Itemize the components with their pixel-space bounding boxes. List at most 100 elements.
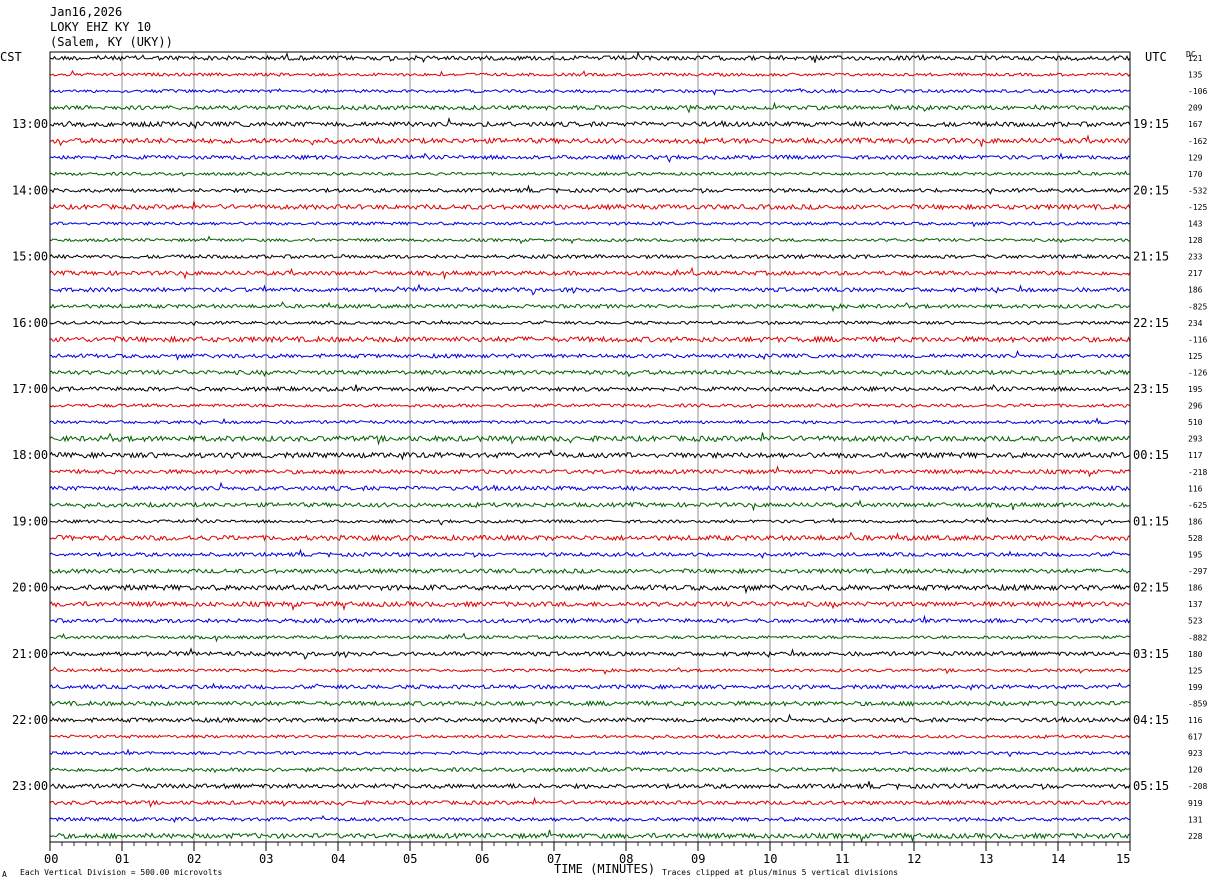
trace-line [49,481,1131,492]
dc-offset-label: -882 [1188,633,1207,642]
dc-offset-label: 116 [1188,484,1203,493]
dc-offset-label: -625 [1188,501,1207,510]
trace-line [49,614,1131,624]
trace-line [49,829,1131,843]
trace-line [49,69,1131,77]
header-station: LOKY EHZ KY 10 [50,20,151,34]
dc-offset-label: 170 [1188,170,1203,179]
left-hour-label: 13:00 [12,117,48,131]
trace-line [49,51,1131,63]
dc-offset-label: 143 [1188,220,1203,229]
right-hour-label: 20:15 [1133,183,1169,197]
trace-line [49,699,1131,707]
trace-line [49,499,1131,512]
left-hour-label: 19:00 [12,514,48,528]
header-date: Jan16,2026 [50,5,122,19]
trace-line [49,87,1131,96]
trace-line [49,600,1131,612]
trace-line [49,335,1131,344]
x-tick-label: 04 [331,852,345,866]
dc-offset-label: 228 [1188,832,1203,841]
trace-line [49,733,1131,741]
trace-line [49,235,1131,245]
x-tick-label: 02 [187,852,201,866]
trace-line [49,465,1131,478]
dc-offset-label: 180 [1188,650,1203,659]
left-timezone-label: CST [0,50,22,64]
x-tick-label: 07 [547,852,561,866]
dc-offset-label: 195 [1188,551,1203,560]
x-tick-label: 15 [1116,852,1130,866]
dc-offset-label: -106 [1188,87,1207,96]
left-hour-label: 18:00 [12,448,48,462]
trace-line [49,796,1131,808]
trace-line [49,449,1131,461]
dc-offset-label: 919 [1188,799,1203,808]
dc-offset-label: 120 [1188,766,1203,775]
dc-offset-label: -825 [1188,302,1207,311]
trace-line [49,632,1131,643]
x-tick-label: 05 [403,852,417,866]
dc-offset-label: 128 [1188,236,1203,245]
dc-offset-label: 131 [1188,815,1203,824]
grid-lines [121,52,1059,842]
dc-offset-label: 528 [1188,534,1203,543]
right-hour-label: 23:15 [1133,382,1169,396]
trace-line [49,349,1131,361]
dc-offset-label: -859 [1188,699,1207,708]
clip-note: Traces clipped at plus/minus 5 vertical … [662,868,898,877]
dc-offset-label: 125 [1188,666,1203,675]
header-location: (Salem, KY (UKY)) [50,35,173,49]
dc-offset-label: -116 [1188,335,1207,344]
trace-line [49,432,1131,446]
dc-offset-label: 125 [1188,352,1203,361]
left-hour-labels: 13:00 14:00 15:00 16:00 17:00 18:00 19:00 20:00… [12,117,48,793]
trace-line [49,766,1131,774]
dc-offset-label: 137 [1188,600,1203,609]
dc-offset-label: 923 [1188,749,1203,758]
x-tick-label: 03 [259,852,273,866]
dc-offset-label: -218 [1188,468,1207,477]
scale-note: Each Vertical Division = 500.00 microvol… [20,868,222,877]
trace-line [49,152,1131,164]
left-hour-label: 21:00 [12,647,48,661]
trace-line [49,169,1131,177]
dc-offset-label: 296 [1188,402,1203,411]
dc-offset-label: 199 [1188,683,1203,692]
x-axis-title: TIME (MINUTES) [554,862,655,876]
plot-border [49,51,1131,843]
trace-line [49,221,1131,228]
dc-offset-label: 195 [1188,385,1203,394]
trace-line [49,583,1131,595]
dc-offset-label: 116 [1188,716,1203,725]
trace-line [49,319,1131,327]
trace-line [49,184,1131,195]
right-hour-label: 04:15 [1133,713,1169,727]
right-hour-label: 19:15 [1133,117,1169,131]
dc-offset-label: -297 [1188,567,1207,576]
trace-line [49,516,1131,526]
left-hour-label: 20:00 [12,581,48,595]
x-tick-label: 09 [691,852,705,866]
x-tick-label: 11 [835,852,849,866]
dc-offset-label: 117 [1188,451,1203,460]
right-hour-label: 01:15 [1133,514,1169,528]
dc-offset-label: 510 [1188,418,1203,427]
trace-series [49,51,1131,843]
right-hour-label: 21:15 [1133,250,1169,264]
trace-line [49,253,1131,260]
dc-offset-label: -162 [1188,137,1207,146]
dc-offset-label: 617 [1188,733,1203,742]
trace-line [50,666,1131,675]
trace-line [49,383,1131,393]
trace-line [49,682,1131,692]
right-hour-label: 02:15 [1133,581,1169,595]
x-tick-label: 12 [907,852,921,866]
dc-offset-label: 186 [1188,517,1203,526]
right-hour-label: 05:15 [1133,779,1169,793]
dc-offset-label: 523 [1188,617,1203,626]
dc-offset-label: -125 [1188,203,1207,212]
trace-line [49,301,1131,313]
